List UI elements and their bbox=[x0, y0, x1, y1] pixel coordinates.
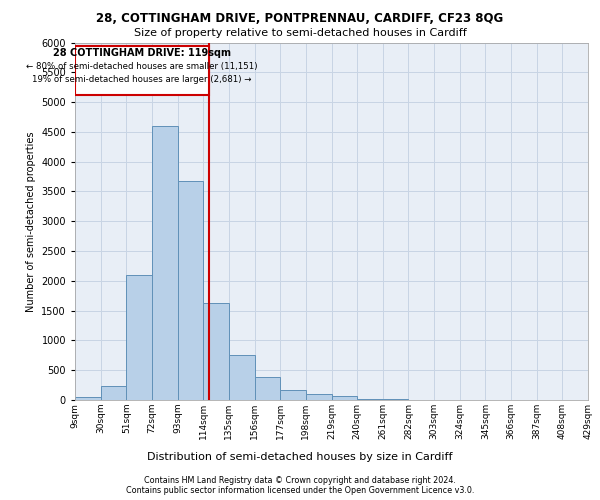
Bar bbox=[332, 396, 357, 400]
Bar bbox=[152, 126, 178, 400]
Bar bbox=[229, 354, 254, 400]
Bar bbox=[127, 275, 152, 400]
Text: ← 80% of semi-detached houses are smaller (11,151): ← 80% of semi-detached houses are smalle… bbox=[26, 62, 258, 71]
Text: Contains HM Land Registry data © Crown copyright and database right 2024.: Contains HM Land Registry data © Crown c… bbox=[144, 476, 456, 485]
Text: 19% of semi-detached houses are larger (2,681) →: 19% of semi-detached houses are larger (… bbox=[32, 76, 252, 84]
Bar bbox=[203, 304, 229, 400]
Bar bbox=[254, 377, 280, 400]
Bar bbox=[178, 180, 203, 400]
Bar bbox=[306, 394, 331, 400]
Text: 28, COTTINGHAM DRIVE, PONTPRENNAU, CARDIFF, CF23 8QG: 28, COTTINGHAM DRIVE, PONTPRENNAU, CARDI… bbox=[97, 12, 503, 26]
Text: Contains public sector information licensed under the Open Government Licence v3: Contains public sector information licen… bbox=[126, 486, 474, 495]
Y-axis label: Number of semi-detached properties: Number of semi-detached properties bbox=[26, 131, 35, 312]
Bar bbox=[357, 399, 383, 400]
Text: Distribution of semi-detached houses by size in Cardiff: Distribution of semi-detached houses by … bbox=[147, 452, 453, 462]
Text: Size of property relative to semi-detached houses in Cardiff: Size of property relative to semi-detach… bbox=[134, 28, 466, 38]
Bar bbox=[101, 386, 127, 400]
Bar bbox=[280, 390, 306, 400]
Bar bbox=[75, 398, 101, 400]
Bar bbox=[75, 46, 209, 95]
Text: 28 COTTINGHAM DRIVE: 119sqm: 28 COTTINGHAM DRIVE: 119sqm bbox=[53, 48, 231, 58]
